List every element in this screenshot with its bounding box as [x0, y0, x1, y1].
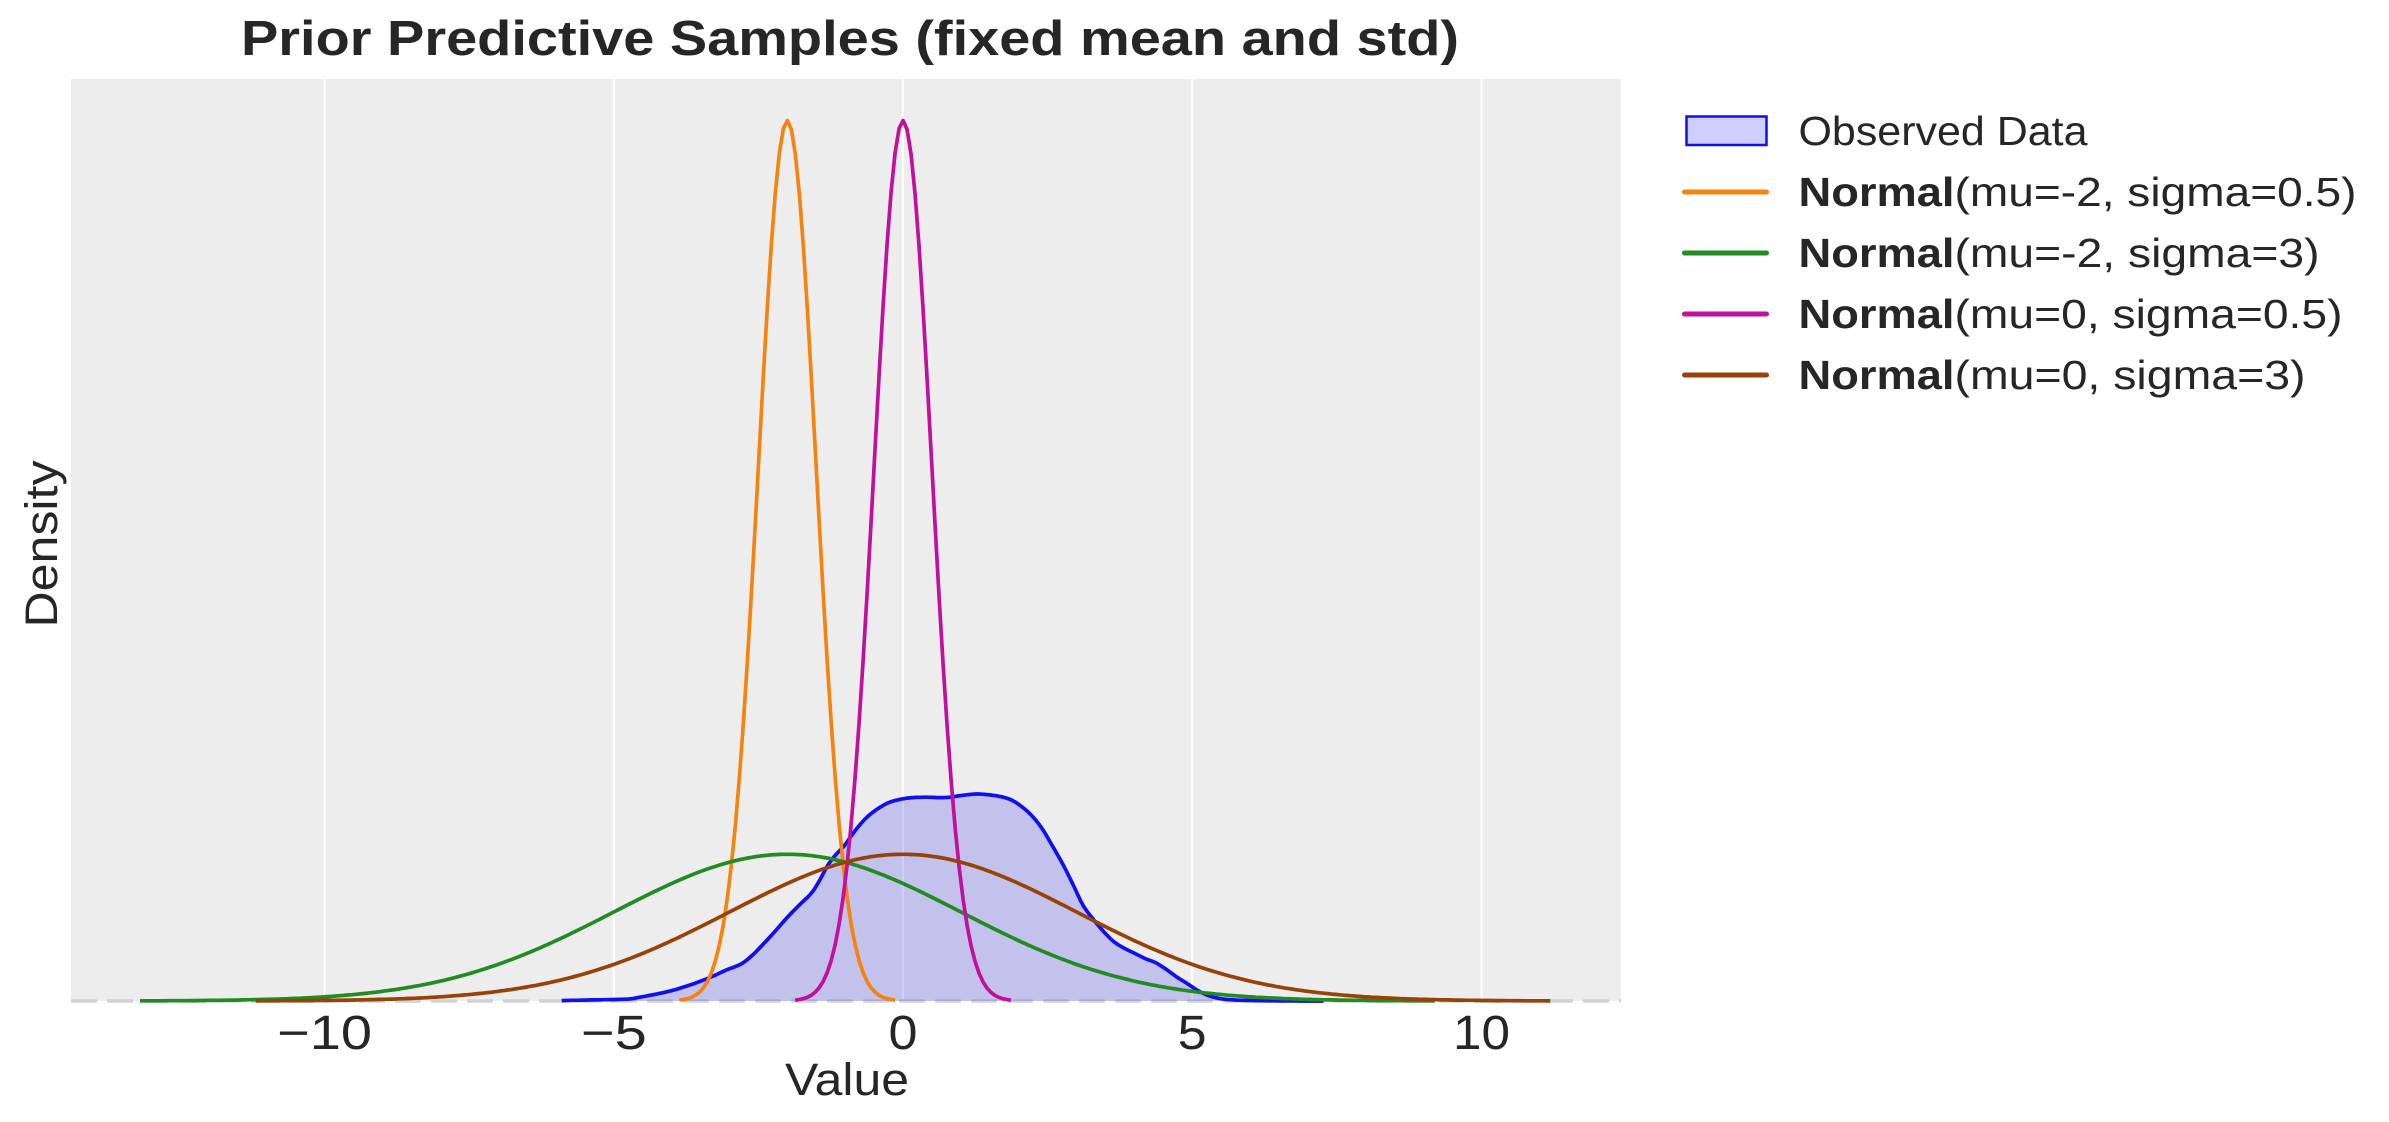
- svg-text:Normal(mu=-2, sigma=3): Normal(mu=-2, sigma=3): [1799, 230, 2320, 276]
- svg-text:−5: −5: [581, 1007, 647, 1060]
- svg-text:Normal(mu=0, sigma=3): Normal(mu=0, sigma=3): [1799, 352, 2306, 398]
- svg-text:0: 0: [889, 1007, 918, 1060]
- svg-text:5: 5: [1178, 1007, 1207, 1060]
- svg-text:Observed Data: Observed Data: [1799, 108, 2088, 154]
- svg-text:10: 10: [1453, 1007, 1510, 1060]
- svg-text:Normal(mu=-2, sigma=0.5): Normal(mu=-2, sigma=0.5): [1799, 169, 2357, 215]
- svg-text:Normal(mu=0, sigma=0.5): Normal(mu=0, sigma=0.5): [1799, 291, 2343, 337]
- svg-text:Value: Value: [785, 1054, 909, 1105]
- svg-text:Prior Predictive Samples (fixe: Prior Predictive Samples (fixed mean and…: [241, 12, 1459, 66]
- svg-text:−10: −10: [277, 1007, 372, 1060]
- svg-text:Density: Density: [16, 460, 67, 628]
